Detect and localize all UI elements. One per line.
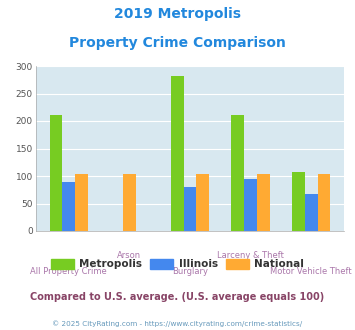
Bar: [231, 115, 244, 231]
Bar: [184, 187, 196, 231]
Bar: [196, 174, 209, 231]
Text: Property Crime Comparison: Property Crime Comparison: [69, 36, 286, 50]
Legend: Metropolis, Illinois, National: Metropolis, Illinois, National: [47, 255, 308, 274]
Bar: [50, 115, 62, 231]
Text: Motor Vehicle Theft: Motor Vehicle Theft: [271, 267, 352, 276]
Bar: [171, 76, 184, 231]
Bar: [244, 179, 257, 231]
Text: Larceny & Theft: Larceny & Theft: [217, 251, 284, 260]
Text: Burglary: Burglary: [172, 267, 208, 276]
Text: © 2025 CityRating.com - https://www.cityrating.com/crime-statistics/: © 2025 CityRating.com - https://www.city…: [53, 320, 302, 327]
Bar: [62, 182, 75, 231]
Bar: [123, 174, 136, 231]
Bar: [75, 174, 88, 231]
Bar: [292, 172, 305, 231]
Text: Compared to U.S. average. (U.S. average equals 100): Compared to U.S. average. (U.S. average …: [31, 292, 324, 302]
Bar: [257, 174, 270, 231]
Text: Arson: Arson: [117, 251, 141, 260]
Text: 2019 Metropolis: 2019 Metropolis: [114, 7, 241, 20]
Bar: [305, 194, 318, 231]
Bar: [318, 174, 330, 231]
Text: All Property Crime: All Property Crime: [30, 267, 107, 276]
